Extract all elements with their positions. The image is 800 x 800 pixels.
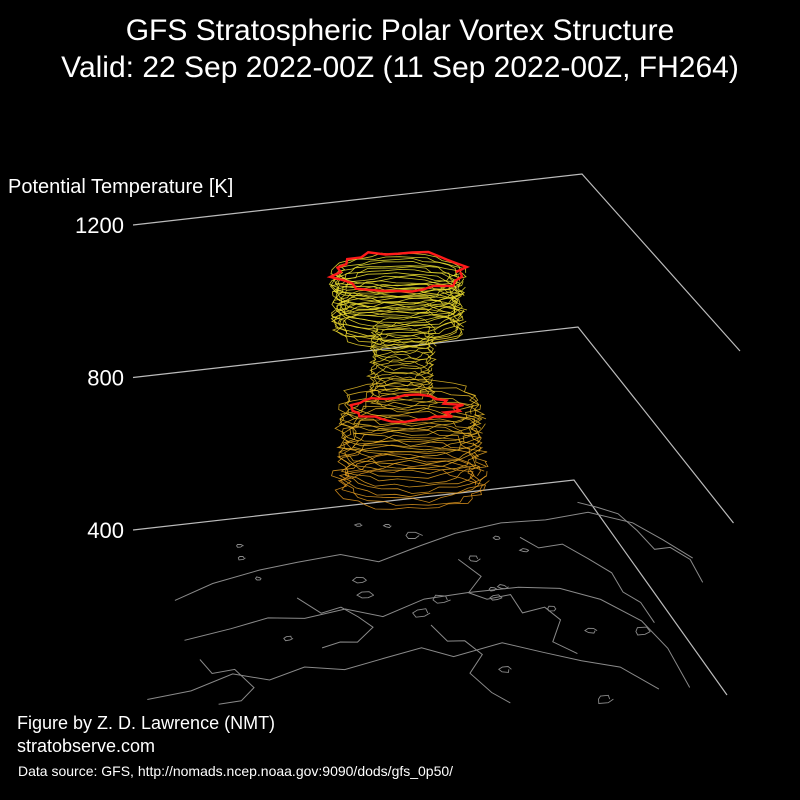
island-outline (635, 626, 651, 636)
vortex-contour-ring (333, 304, 461, 343)
z-tick-labels: 400 800 1200 (75, 213, 124, 543)
chart-title: GFS Stratospheric Polar Vortex Structure (125, 14, 675, 47)
vortex-contour-ring (332, 276, 465, 314)
vortex-contour-ring (337, 444, 487, 488)
island-outline (254, 576, 262, 581)
chart-subtitle: Valid: 22 Sep 2022-00Z (11 Sep 2022-00Z,… (61, 51, 739, 84)
vortex-contour-ring (373, 364, 435, 392)
vortex-contour-ring (336, 422, 482, 465)
island-outline (236, 543, 244, 548)
vortex-contour-ring (344, 451, 488, 494)
z-tick-400: 400 (87, 518, 124, 543)
coastline-segment (519, 536, 655, 623)
island-outline (356, 591, 375, 599)
z-tick-1200: 1200 (75, 213, 124, 238)
vortex-contour-ring (331, 285, 461, 323)
coastline-segment (199, 659, 255, 705)
vortex-contour-ring (335, 307, 464, 347)
island-outline (584, 627, 598, 634)
coastline-segment (147, 642, 660, 700)
vortex-contour-ring (344, 384, 481, 427)
vortex-contour-ring (339, 457, 490, 503)
coastline-segment (458, 558, 578, 655)
vortex-contour-ring (338, 388, 486, 431)
vortex-contour-ring (369, 380, 435, 409)
vortex-contour-ring (372, 343, 434, 371)
vortex-contour-ring (338, 429, 482, 475)
vortex-contour-ring (338, 426, 483, 470)
z-plane-line-800 (132, 326, 734, 524)
island-outline (382, 523, 392, 529)
island-outline (468, 555, 481, 562)
island-outline (353, 523, 363, 527)
z-tick-800: 800 (87, 366, 124, 391)
island-outline (432, 594, 451, 604)
vortex-isosurface (326, 250, 490, 510)
island-outline (405, 531, 423, 539)
coastline-segment (184, 586, 691, 688)
island-outline (492, 535, 501, 540)
vortex-contour-ring (339, 401, 486, 447)
data-source: Data source: GFS, http://nomads.ncep.noa… (18, 763, 454, 779)
vortex-contour-ring (338, 415, 482, 459)
coastline-segment (174, 511, 693, 601)
vortex-contour-ring (369, 350, 437, 375)
island-outline (488, 586, 498, 592)
vortex-contour-ring (330, 252, 462, 287)
coastline-segment (296, 597, 374, 649)
island-outline (498, 666, 512, 673)
vortex-contour-ring (330, 301, 462, 339)
vortex-contour-ring (370, 327, 438, 355)
site-credit: stratobserve.com (17, 736, 156, 756)
vortex-contour-ring (334, 467, 487, 510)
vortex-contour-ring (330, 265, 464, 298)
coastline-segment (577, 501, 704, 583)
vortex-contour-ring (370, 387, 438, 414)
island-outline (496, 584, 509, 590)
island-outline (283, 635, 294, 642)
island-outline (547, 605, 557, 612)
vortex-contour-ring (332, 280, 464, 317)
coastline-segment (430, 624, 511, 704)
island-outline (351, 576, 367, 584)
vortex-contour-ring (369, 375, 436, 403)
author-credit: Figure by Z. D. Lawrence (NMT) (17, 713, 276, 733)
vortex-contour-ring (328, 266, 457, 303)
vortex-mid-edge (349, 393, 464, 424)
z-plane-line-400 (132, 479, 728, 696)
vortex-contour-ring (344, 434, 488, 479)
island-outline (412, 608, 431, 618)
island-outline (518, 548, 530, 553)
vortex-contour-ring (334, 407, 482, 451)
coastline-map (147, 501, 704, 705)
vortex-contour-ring (366, 359, 434, 387)
vortex-contour-ring (338, 463, 483, 506)
z-plane-line-1200 (132, 173, 741, 352)
vortex-contour-ring (331, 453, 486, 498)
vortex-top-edge (326, 250, 470, 293)
island-outline (237, 556, 246, 561)
vortex-contour-ring (371, 353, 435, 381)
axis-frame (132, 173, 741, 696)
island-outline (598, 694, 614, 704)
vortex-contour-ring (329, 272, 461, 309)
vortex-contour-ring (339, 391, 483, 436)
island-outline (489, 594, 503, 601)
z-axis-label: Potential Temperature [K] (8, 176, 233, 198)
